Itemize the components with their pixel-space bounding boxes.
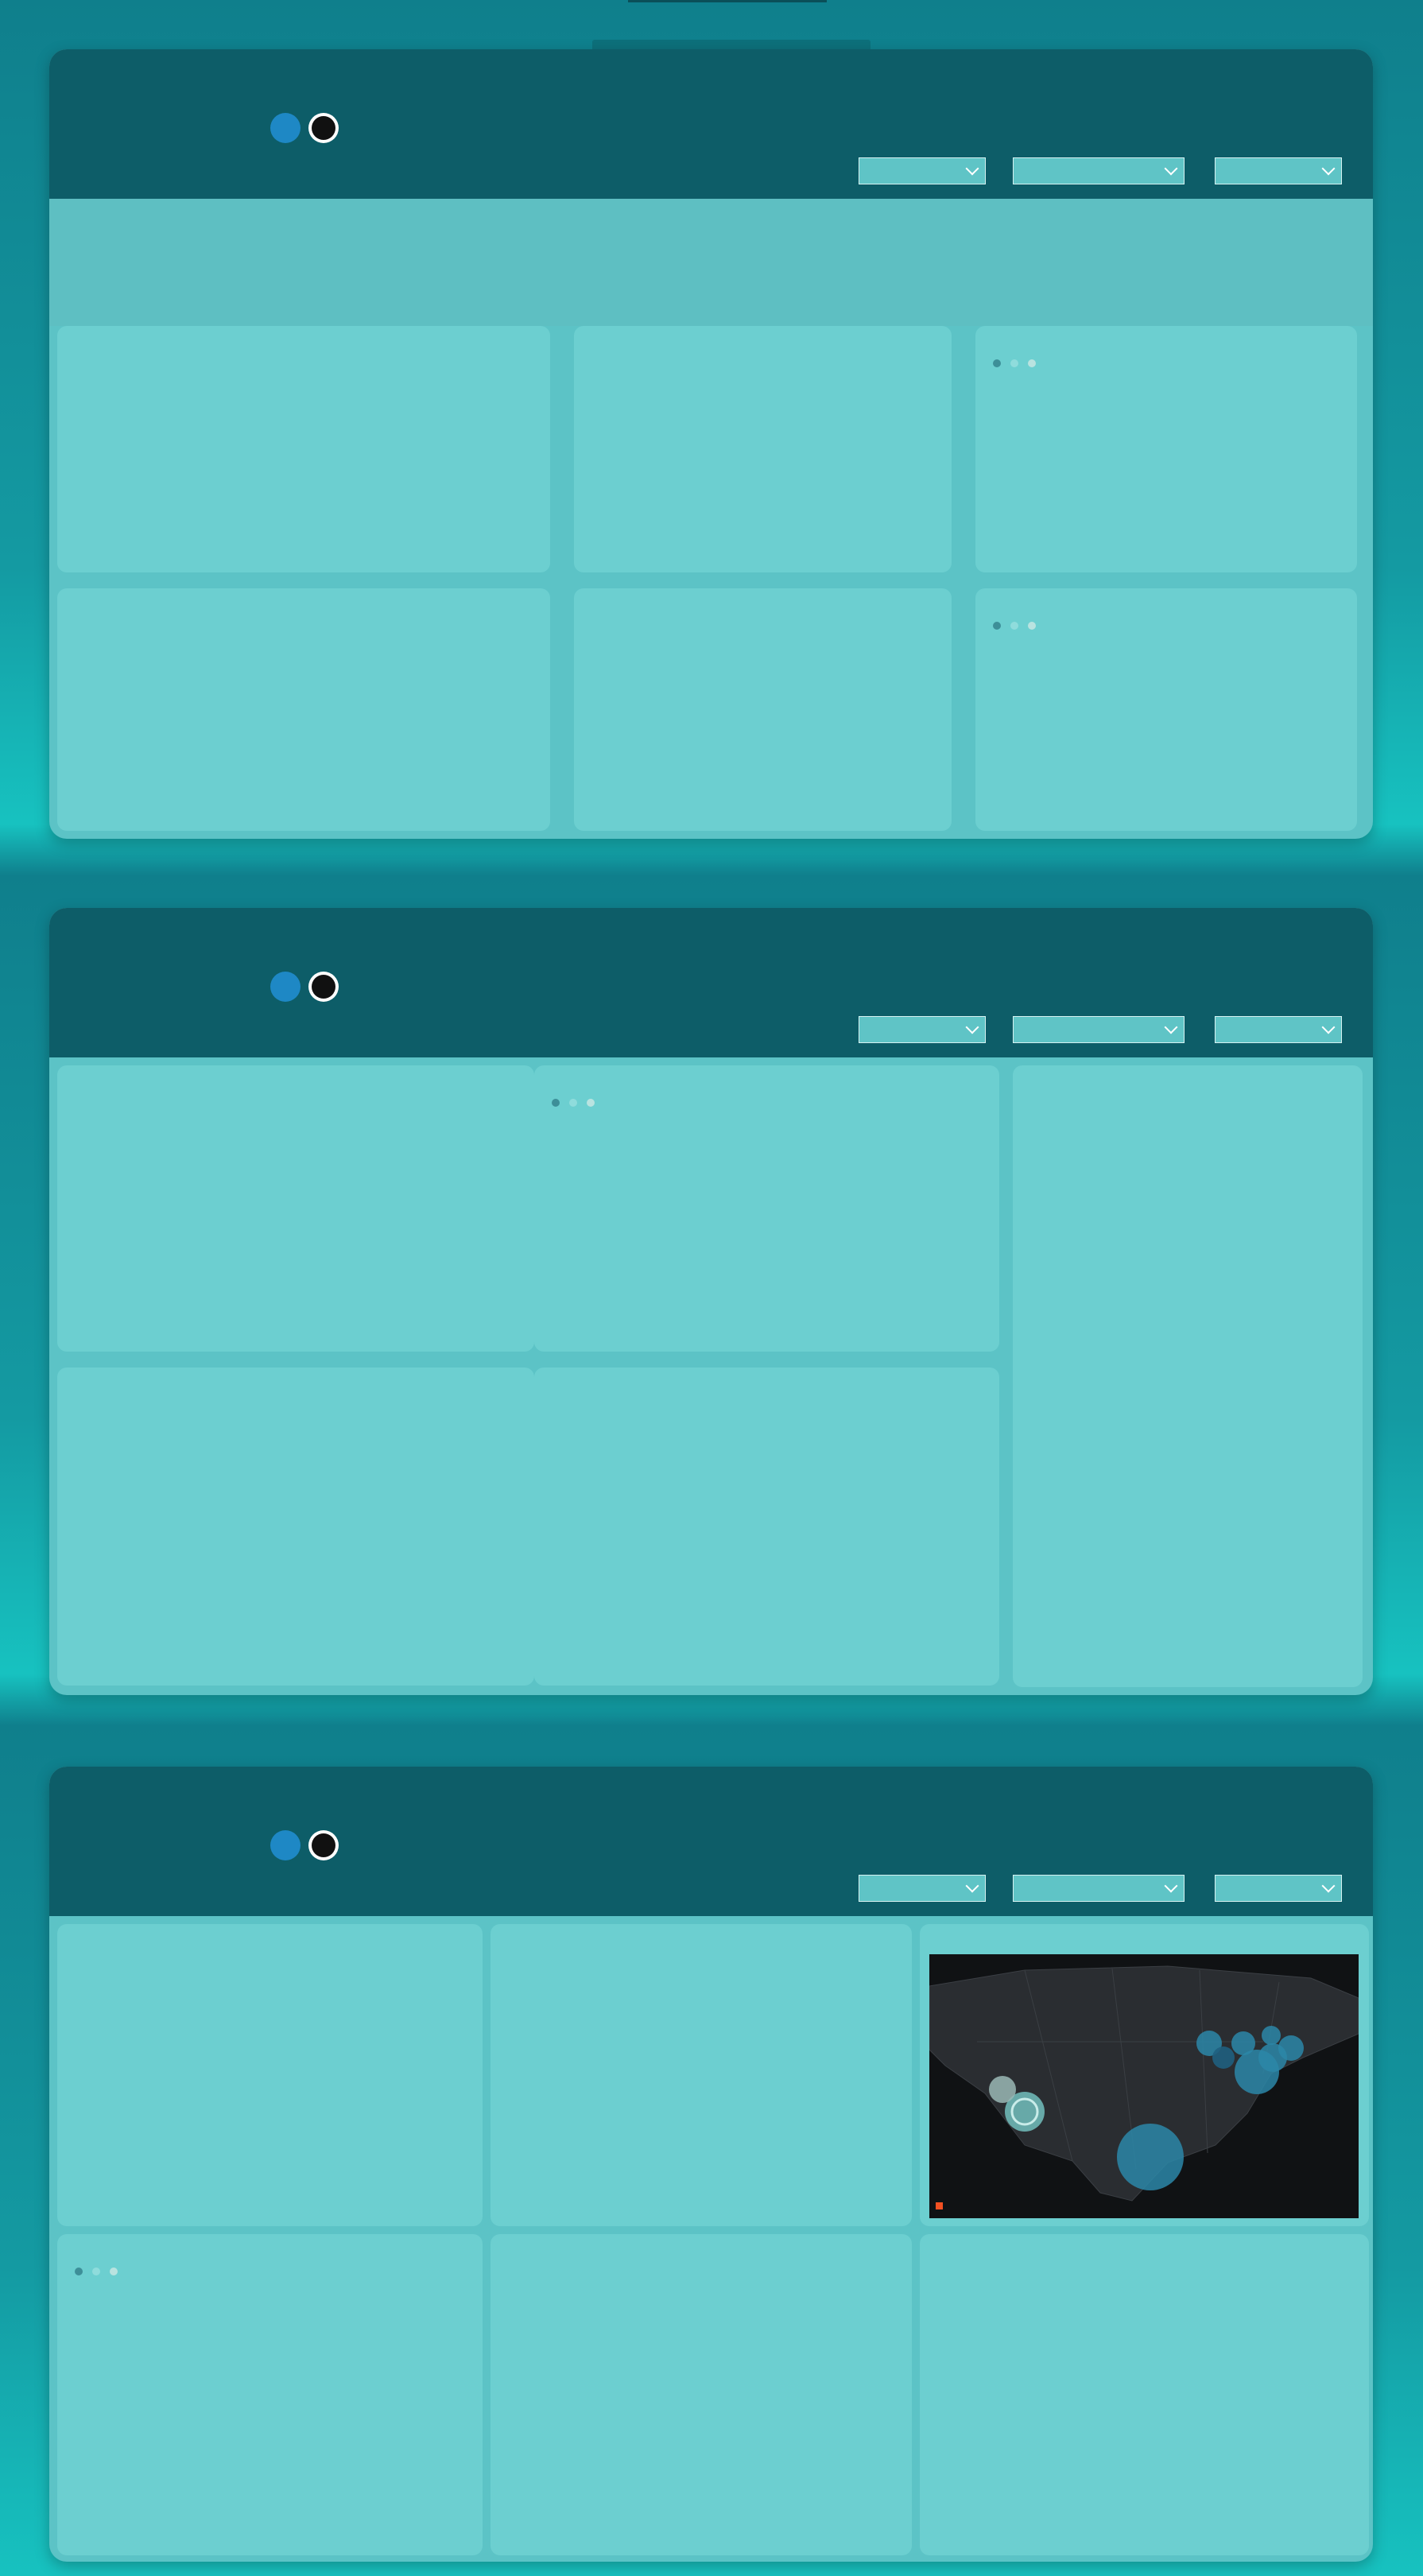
dashboard-header [49,49,1373,199]
age-filter[interactable] [1013,157,1185,184]
outcomes-legend [68,2264,121,2278]
admission-filter[interactable] [1215,1016,1342,1043]
chevron-down-icon [1321,1020,1336,1034]
kpi-total-patients [71,207,254,224]
age-filter[interactable] [1013,1875,1185,1902]
ins-dist-bar-chart [57,1924,483,2226]
admission-panel [975,588,1357,831]
kpi-avg-billing [487,207,669,224]
age-filter[interactable] [1013,1016,1185,1043]
gender-panel [975,326,1357,572]
conditions-bar-chart [574,588,952,831]
kpi-emergency [900,207,1083,224]
chevron-down-icon [965,161,979,176]
kpi-avg-stay [693,207,876,224]
avgbill-panel [490,1924,912,2226]
bubble-massachusetts[interactable] [1278,2035,1304,2061]
stay-bar-chart [57,1065,534,1352]
linkedin-icon[interactable] [270,972,300,1002]
bubble-mayo[interactable] [1212,2046,1235,2069]
linkedin-icon[interactable] [270,1830,300,1860]
chevron-down-icon [965,1879,979,1893]
chevron-down-icon [1164,1879,1178,1893]
chevron-down-icon [965,1020,979,1034]
dashboard-header [49,908,1373,1057]
billing-panel [57,1368,534,1686]
chevron-down-icon [1321,1879,1336,1893]
admission-filter[interactable] [1215,157,1342,184]
bubble-ucla-ring [1010,2097,1039,2126]
kpi-top-condition [1121,207,1344,218]
dashboard-header [49,1767,1373,1916]
ins-dist-panel [57,1924,483,2226]
gender-break-legend [545,1096,598,1109]
impact-combo-chart [1013,1065,1363,1687]
load-bar-chart [490,2234,912,2555]
avgbill-small-multiples [490,1924,912,2226]
age-bar-chart [57,326,550,572]
bubble-northwestern[interactable] [1196,2031,1222,2056]
bubble-ucsf[interactable] [989,2076,1016,2103]
gender-break-chart [534,1065,999,1352]
billing-bar-chart [57,1368,534,1686]
gender-break-panel [534,1065,999,1352]
age-panel [57,326,550,572]
hospital-map[interactable] [929,1954,1359,2218]
load-panel [490,2234,912,2555]
geo-panel [920,1924,1369,2226]
conditions-dashboard [49,908,1373,1695]
outcomes-stacked-chart [57,2234,483,2555]
bing-logo-icon [936,2202,943,2209]
admission-filter[interactable] [1215,1875,1342,1902]
blood-bar-chart [574,326,952,572]
gender-filter[interactable] [859,1875,986,1902]
blood-panel [574,326,952,572]
linkedin-icon[interactable] [270,113,300,143]
gender-filter[interactable] [859,1016,986,1043]
gender-filter[interactable] [859,157,986,184]
land-shape [929,1965,1359,2202]
outcomes-panel [57,2234,483,2555]
stay-panel [57,1065,534,1352]
github-icon[interactable] [308,113,339,143]
meds-panel [534,1368,999,1686]
chevron-down-icon [1164,1020,1178,1034]
chevron-down-icon [1321,161,1336,176]
bubble-ucla[interactable] [1005,2092,1045,2132]
chevron-down-icon [1164,161,1178,176]
insurance-dashboard [49,1767,1373,2562]
hospital-bar-chart [57,588,550,831]
github-icon[interactable] [308,972,339,1002]
github-icon[interactable] [308,1830,339,1860]
top-edge-line [628,0,827,2]
map-canvas [929,1965,1359,2209]
impact-panel [1013,1065,1363,1687]
overview-dashboard [49,49,1373,839]
admission-legend [987,619,1039,632]
gender-legend [987,356,1039,370]
conditions-panel [574,588,952,831]
kpi-total-billing [280,207,463,224]
bubble-cleveland[interactable] [1231,2031,1255,2055]
bubble-houston[interactable] [1117,2124,1184,2190]
bubble-cedars[interactable] [1262,2026,1281,2045]
state-lines [977,1968,1280,2170]
hospital-panel [57,588,550,831]
kpi-band [49,199,1373,326]
workload-panel [920,2234,1369,2555]
